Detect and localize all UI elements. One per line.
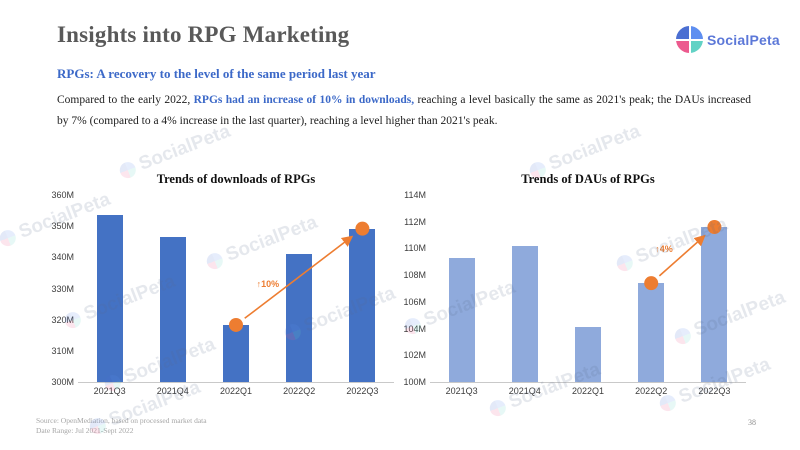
x-axis-label: 2021Q3 (445, 386, 478, 396)
growth-annotation: ↑10% (229, 221, 370, 332)
x-axis-label: 2022Q3 (346, 386, 379, 396)
bar-2022Q2 (638, 283, 665, 382)
x-axis-label: 2022Q2 (635, 386, 668, 396)
y-axis-tick: 108M (403, 270, 426, 281)
body-prefix: Compared to the early 2022, (57, 94, 194, 106)
annotation-dot (355, 221, 370, 236)
bar-2021Q3 (96, 215, 123, 382)
y-axis-tick: 320M (51, 314, 74, 325)
watermark-logo-icon (0, 227, 19, 249)
y-axis-tick: 300M (51, 377, 74, 387)
annotation-dot (707, 220, 722, 235)
plot-area (430, 195, 746, 383)
y-axis-tick: 102M (403, 350, 426, 361)
y-axis-tick: 110M (404, 243, 426, 254)
daus-chart: Trends of DAUs of RPGs 114M 112M 110M 108M 10… (392, 170, 748, 402)
x-axis-label: 2022Q3 (698, 386, 731, 396)
annotation-dot (644, 276, 659, 291)
socialpeta-logo: SocialPeta (676, 26, 780, 53)
footer: Source: OpenMediation, based on processe… (36, 416, 207, 435)
chart-title: Trends of downloads of RPGs (156, 172, 316, 186)
downloads-chart: Trends of downloads of RPGs 360M 350M 340M 3… (40, 170, 396, 402)
y-axis-tick: 106M (403, 296, 426, 307)
x-axis-label: 2022Q1 (219, 386, 253, 396)
footer-date-range: Date Range: Jul 2021-Sept 2022 (36, 425, 134, 435)
slide-subtitle: RPGs: A recovery to the level of the sam… (57, 66, 376, 81)
plot-area (78, 195, 394, 383)
page-number: 38 (748, 418, 756, 427)
annotation-label: ↑4% (655, 244, 673, 254)
footer-source: Source: OpenMediation, based on processe… (36, 416, 207, 425)
y-axis-tick: 114M (404, 190, 426, 200)
y-axis-tick: 330M (51, 283, 74, 294)
x-axis-label: 2021Q3 (93, 386, 126, 396)
y-axis-tick: 100M (403, 377, 426, 387)
bar-2021Q4 (159, 237, 186, 382)
bar-2021Q3 (448, 257, 475, 382)
x-axis-label: 2022Q2 (283, 386, 316, 396)
chart-title: Trends of DAUs of RPGs (521, 172, 655, 186)
annotation-label: ↑10% (257, 279, 280, 289)
bar-2021Q4 (511, 245, 538, 382)
body-paragraph: Compared to the early 2022, RPGs had an … (57, 90, 751, 132)
body-suffix: reaching a level basically the same as 2… (57, 94, 752, 127)
y-axis-tick: 360M (51, 190, 74, 200)
bar-2022Q3 (349, 228, 376, 382)
growth-annotation: ↑4% (644, 220, 722, 291)
y-axis-tick: 340M (51, 252, 74, 263)
page-title: Insights into RPG Marketing (57, 22, 350, 47)
x-axis-label: 2022Q1 (571, 386, 605, 396)
annotation-arrow (244, 235, 354, 319)
bar-2022Q2 (286, 254, 313, 382)
bar-2022Q1 (575, 327, 601, 382)
socialpeta-logo-text: SocialPeta (707, 31, 780, 48)
annotation-dot (229, 317, 243, 332)
y-axis-tick: 104M (403, 323, 426, 334)
bar-2022Q3 (701, 227, 728, 382)
y-axis-tick: 112M (404, 216, 426, 227)
y-axis-tick: 310M (51, 345, 74, 356)
annotation-arrow (658, 234, 706, 277)
body-highlight: RPGs had an increase of 10% in downloads… (193, 94, 415, 106)
bar-2022Q1 (223, 325, 249, 382)
x-axis-label: 2021Q4 (508, 386, 541, 396)
y-axis-tick: 350M (51, 221, 74, 232)
x-axis-label: 2021Q4 (156, 386, 189, 396)
socialpeta-logo-icon (676, 26, 703, 53)
